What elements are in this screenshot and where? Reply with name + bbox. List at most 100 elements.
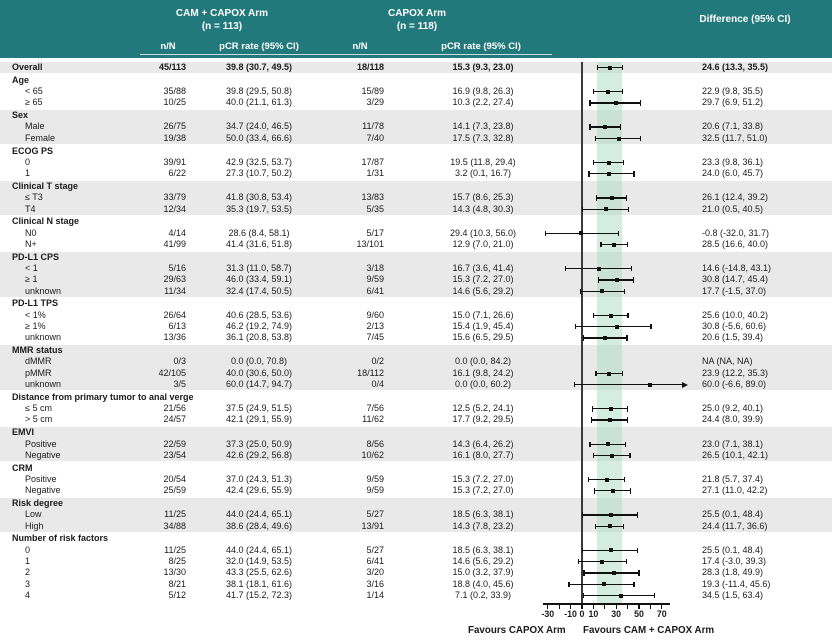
difference-value: 23.3 (9.8, 36.1) bbox=[702, 156, 764, 167]
n-over-N-arm1: 8/21 bbox=[168, 578, 186, 589]
subgroup-label: > 5 cm bbox=[25, 414, 53, 425]
point-estimate-marker bbox=[619, 593, 624, 598]
arm1-n: (n = 113) bbox=[201, 21, 243, 32]
point-estimate-marker bbox=[603, 336, 608, 341]
pcr-rate-arm1: 38.1 (18.1, 61.6) bbox=[225, 578, 293, 589]
axis-tick bbox=[558, 604, 560, 609]
ci-cap-high bbox=[626, 417, 629, 423]
x-axis: -30 -10 0 10 30 50 70 bbox=[0, 601, 832, 623]
difference-value: NA (NA, NA) bbox=[702, 356, 753, 367]
n-over-N-arm1: 23/54 bbox=[163, 449, 186, 460]
subgroup-label: ≥ 65 bbox=[25, 97, 43, 108]
subgroup-label: 0 bbox=[25, 156, 31, 167]
ci-cap-high bbox=[636, 547, 638, 554]
ci-cap-low bbox=[583, 592, 585, 599]
col-header-pcr-arm2: pCR rate (95% CI) bbox=[441, 41, 521, 52]
n-over-N-arm1: 20/54 bbox=[163, 473, 186, 484]
subgroup-label: Negative bbox=[25, 485, 61, 496]
forest-row: Overall 45/113 39.8 (30.7, 49.5) 18/118 15.3… bbox=[0, 62, 832, 73]
ci-cap-high bbox=[623, 288, 625, 295]
pcr-rate-arm2: 14.1 (7.3, 23.8) bbox=[452, 121, 514, 132]
point-estimate-marker bbox=[606, 89, 611, 94]
pcr-rate-arm1: 41.7 (15.2, 72.3) bbox=[225, 589, 293, 600]
pcr-rate-arm2: 15.3 (7.2, 27.0) bbox=[452, 485, 514, 496]
pcr-rate-arm2: 0.0 (0.0, 60.2) bbox=[454, 379, 512, 390]
ci-cap-high bbox=[619, 124, 622, 130]
pcr-rate-arm2: 15.3 (7.2, 27.0) bbox=[452, 274, 514, 285]
forest-row: ≥ 1% 6/13 46.2 (19.2, 74.9) 2/13 15.4 (1.9, … bbox=[0, 321, 832, 332]
pcr-rate-arm2: 15.0 (3.2, 37.9) bbox=[452, 567, 514, 578]
pcr-rate-arm1: 35.3 (19.7, 53.5) bbox=[225, 203, 293, 214]
forest-row: Positive 20/54 37.0 (24.3, 51.3) 9/59 15.3 (… bbox=[0, 474, 832, 485]
pcr-rate-arm1: 37.0 (24.3, 51.3) bbox=[225, 473, 293, 484]
header-divider bbox=[140, 54, 552, 55]
subgroup-label: N+ bbox=[25, 238, 37, 249]
group-label: Clinical N stage bbox=[12, 216, 80, 227]
difference-value: -0.8 (-32.0, 31.7) bbox=[702, 227, 770, 238]
ci-cap-high bbox=[622, 159, 624, 166]
forest-row: T4 12/34 35.3 (19.7, 53.5) 5/35 14.3 (4.8, 3… bbox=[0, 204, 832, 215]
n-over-N-arm2: 5/27 bbox=[366, 544, 384, 555]
subgroup-block: PD-L1 CPS < 1 5/16 31.3 (11.0, 58.7) 3/18 16.… bbox=[0, 251, 832, 297]
axis-tick-label: -10 bbox=[564, 609, 577, 619]
ci-cap-high bbox=[626, 558, 628, 565]
n-over-N-arm2: 11/78 bbox=[362, 121, 384, 132]
subgroup-block: Distance from primary tumor to anal verg… bbox=[0, 392, 832, 426]
pcr-rate-arm1: 40.6 (28.5, 53.6) bbox=[225, 309, 293, 320]
group-label: Sex bbox=[12, 110, 29, 121]
ci-cap-low bbox=[581, 547, 583, 554]
subgroup-label: dMMR bbox=[25, 356, 52, 367]
point-estimate-marker bbox=[579, 231, 584, 236]
axis-tick-label: 50 bbox=[634, 609, 644, 619]
n-over-N-arm2: 3/16 bbox=[366, 578, 384, 589]
n-over-N-arm2: 15/89 bbox=[361, 86, 384, 97]
n-over-N-arm1: 41/99 bbox=[163, 238, 186, 249]
ci-cap-low bbox=[581, 512, 583, 518]
n-over-N-arm1: 13/36 bbox=[163, 332, 186, 343]
ci-cap-low bbox=[564, 266, 566, 272]
group-header-row: Sex bbox=[0, 110, 832, 121]
favours-right-label: Favours CAM + CAPOX Arm bbox=[583, 625, 715, 636]
forest-row: 1 8/25 32.0 (14.9, 53.5) 6/41 14.6 (5.6, 29.… bbox=[0, 556, 832, 567]
pcr-rate-arm2: 16.7 (3.6, 41.4) bbox=[452, 263, 514, 274]
forest-row: ≥ 65 10/25 40.0 (21.1, 61.3) 3/29 10.3 (2.2,… bbox=[0, 97, 832, 108]
n-over-N-arm2: 3/29 bbox=[366, 97, 384, 108]
pcr-rate-arm2: 14.3 (7.8, 23.2) bbox=[452, 520, 514, 531]
subgroup-label: ≤ 5 cm bbox=[25, 403, 52, 414]
axis-tick-label: 0 bbox=[579, 609, 585, 619]
n-over-N-arm2: 0/2 bbox=[371, 356, 384, 367]
n-over-N-arm2: 1/14 bbox=[366, 589, 384, 600]
pcr-rate-arm1: 40.0 (30.6, 50.0) bbox=[225, 367, 293, 378]
n-over-N-arm1: 26/75 bbox=[163, 121, 186, 132]
n-over-N-arm1: 11/25 bbox=[164, 509, 186, 520]
group-header-row: Age bbox=[0, 75, 832, 86]
pcr-rate-arm2: 15.0 (7.1, 26.6) bbox=[452, 309, 514, 320]
pcr-rate-arm2: 14.3 (4.8, 30.3) bbox=[452, 203, 514, 214]
forest-rows-area: Overall 45/113 39.8 (30.7, 49.5) 18/118 15.3… bbox=[0, 62, 832, 603]
x-axis-line bbox=[542, 603, 670, 605]
ci-cap-low bbox=[579, 288, 581, 295]
pcr-rate-arm2: 18.8 (4.0, 45.6) bbox=[452, 578, 514, 589]
difference-value: 25.5 (0.1, 48.4) bbox=[702, 544, 764, 555]
pcr-rate-arm1: 42.4 (29.6, 55.9) bbox=[225, 485, 293, 496]
ci-line bbox=[569, 583, 634, 585]
pcr-rate-arm2: 10.3 (2.2, 27.4) bbox=[452, 97, 514, 108]
pcr-rate-arm2: 17.7 (9.2, 29.5) bbox=[452, 414, 514, 425]
ci-cap-low bbox=[592, 159, 594, 166]
group-header-row: EMVI bbox=[0, 427, 832, 438]
ci-cap-high bbox=[629, 488, 631, 494]
subgroup-block: CRM Positive 20/54 37.0 (24.3, 51.3) 9/59 15.… bbox=[0, 463, 832, 497]
pcr-rate-arm1: 40.0 (21.1, 61.3) bbox=[225, 97, 293, 108]
point-estimate-marker bbox=[603, 207, 608, 212]
subgroup-label: T4 bbox=[25, 203, 36, 214]
subgroup-label: < 1% bbox=[25, 309, 46, 320]
ci-cap-low bbox=[591, 406, 594, 412]
ci-line bbox=[574, 384, 684, 386]
n-over-N-arm2: 10/62 bbox=[361, 449, 384, 460]
ci-cap-low bbox=[583, 335, 585, 341]
axis-tick bbox=[615, 604, 617, 609]
n-over-N-arm2: 17/87 bbox=[361, 156, 384, 167]
point-estimate-marker bbox=[604, 477, 609, 482]
pcr-rate-arm1: 31.3 (11.0, 58.7) bbox=[226, 263, 292, 274]
subgroup-label: Low bbox=[25, 509, 42, 520]
